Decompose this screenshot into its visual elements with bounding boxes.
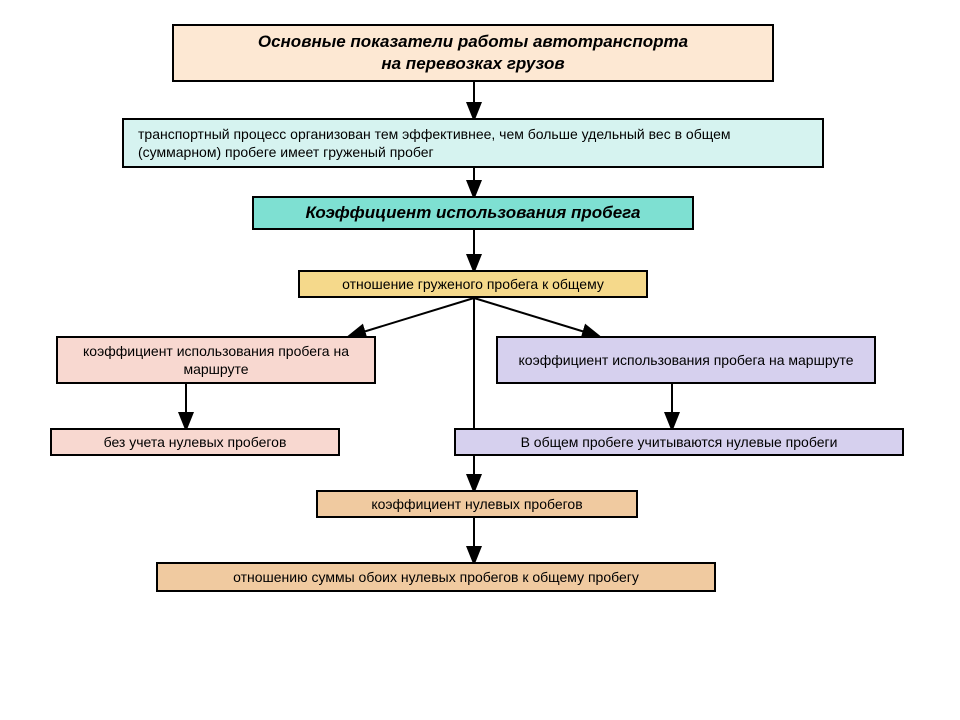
node-label: Коэффициент использования пробега [306,202,641,224]
flowchart-node-n2: транспортный процесс организован тем эфф… [122,118,824,168]
node-label: В общем пробеге учитываются нулевые проб… [521,433,838,451]
flowchart-node-n10: отношению суммы обоих нулевых пробегов к… [156,562,716,592]
node-label: отношению суммы обоих нулевых пробегов к… [233,568,639,586]
node-label: Основные показатели работы автотранспорт… [258,31,688,75]
flowchart-node-n3: Коэффициент использования пробега [252,196,694,230]
flowchart-node-n8: В общем пробеге учитываются нулевые проб… [454,428,904,456]
flowchart-node-n6: коэффициент использования пробега на мар… [496,336,876,384]
node-label: транспортный процесс организован тем эфф… [138,125,814,161]
node-label: коэффициент нулевых пробегов [371,495,582,513]
flowchart-node-n1: Основные показатели работы автотранспорт… [172,24,774,82]
flowchart-node-n4: отношение груженого пробега к общему [298,270,648,298]
node-label: без учета нулевых пробегов [104,433,287,451]
flowchart-node-n7: без учета нулевых пробегов [50,428,340,456]
node-label: отношение груженого пробега к общему [342,275,604,293]
node-label: коэффициент использования пробега на мар… [66,342,366,378]
node-label: коэффициент использования пробега на мар… [519,351,854,369]
flowchart-node-n5: коэффициент использования пробега на мар… [56,336,376,384]
flowchart-node-n9: коэффициент нулевых пробегов [316,490,638,518]
